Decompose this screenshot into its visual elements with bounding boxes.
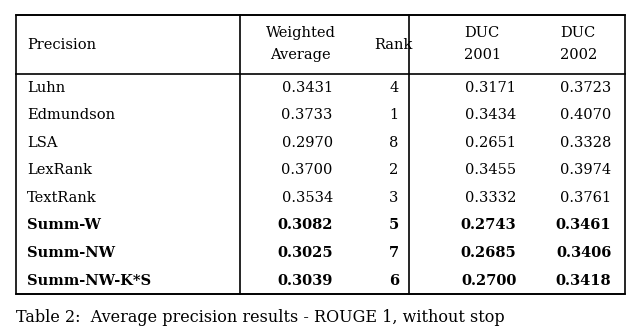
Text: Luhn: Luhn	[27, 81, 65, 95]
Text: 0.3431: 0.3431	[282, 81, 333, 95]
Text: 0.3171: 0.3171	[465, 81, 516, 95]
Text: Precision: Precision	[27, 38, 96, 51]
Text: 2002: 2002	[559, 48, 597, 62]
Text: 0.3700: 0.3700	[282, 163, 333, 177]
Text: 5: 5	[388, 218, 399, 233]
Text: 1: 1	[389, 108, 398, 122]
Text: Summ-NW: Summ-NW	[27, 246, 115, 260]
Text: 0.2970: 0.2970	[282, 136, 333, 150]
Text: Rank: Rank	[374, 38, 413, 51]
Text: 0.3332: 0.3332	[465, 191, 516, 205]
Text: 6: 6	[388, 274, 399, 288]
Text: Edmundson: Edmundson	[27, 108, 115, 122]
Text: Table 2:  Average precision results - ROUGE 1, without stop: Table 2: Average precision results - ROU…	[16, 309, 504, 326]
Bar	[16, 15, 625, 294]
Text: 0.3534: 0.3534	[282, 191, 333, 205]
Text: 0.4070: 0.4070	[560, 108, 611, 122]
Text: 3: 3	[389, 191, 399, 205]
Text: 0.3723: 0.3723	[560, 81, 611, 95]
Text: 0.3733: 0.3733	[282, 108, 333, 122]
Text: 0.3434: 0.3434	[465, 108, 516, 122]
Text: Weighted: Weighted	[266, 26, 336, 40]
Text: 0.2685: 0.2685	[461, 246, 516, 260]
Text: 0.3418: 0.3418	[556, 274, 611, 288]
Text: 0.2651: 0.2651	[465, 136, 516, 150]
Text: 0.3974: 0.3974	[560, 163, 611, 177]
Text: Summ-W: Summ-W	[27, 218, 101, 233]
Text: DUC: DUC	[465, 26, 500, 40]
Text: LexRank: LexRank	[27, 163, 92, 177]
Text: 8: 8	[389, 136, 399, 150]
Text: Summ-NW-K*S: Summ-NW-K*S	[27, 274, 151, 288]
Text: 2001: 2001	[463, 48, 500, 62]
Text: Average: Average	[271, 48, 331, 62]
Text: TextRank: TextRank	[27, 191, 97, 205]
Text: 0.3025: 0.3025	[277, 246, 333, 260]
Text: 0.3761: 0.3761	[560, 191, 611, 205]
Text: DUC: DUC	[561, 26, 596, 40]
Text: 2: 2	[389, 163, 399, 177]
Text: 0.3461: 0.3461	[556, 218, 611, 233]
Text: 0.3039: 0.3039	[278, 274, 333, 288]
Text: 0.2700: 0.2700	[461, 274, 516, 288]
Text: 0.3082: 0.3082	[277, 218, 333, 233]
Text: 0.3455: 0.3455	[465, 163, 516, 177]
Text: 4: 4	[389, 81, 399, 95]
Text: 0.2743: 0.2743	[461, 218, 516, 233]
Text: 7: 7	[388, 246, 399, 260]
Text: 0.3406: 0.3406	[556, 246, 611, 260]
Text: 0.3328: 0.3328	[560, 136, 611, 150]
Text: LSA: LSA	[27, 136, 58, 150]
